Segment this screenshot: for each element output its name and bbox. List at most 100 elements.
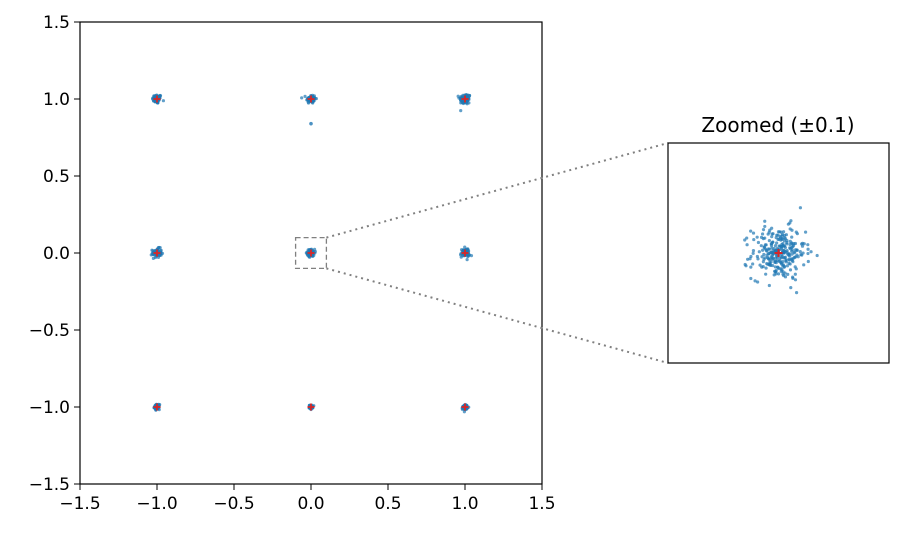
zoom-sample-point: [777, 259, 781, 263]
y-tick-label: 0.5: [43, 167, 70, 187]
zoom-sample-point: [789, 219, 793, 223]
zoom-sample-point: [770, 235, 774, 239]
x-tick-label: −1.5: [59, 494, 100, 514]
zoom-sample-point: [798, 249, 802, 254]
zoom-sample-point: [806, 247, 810, 251]
zoom-sample-point: [783, 245, 788, 250]
zoom-sample-point: [755, 254, 759, 259]
zoom-sample-point: [767, 239, 771, 243]
zoom-sample-point: [765, 253, 769, 257]
zoom-sample-point: [792, 256, 796, 260]
zoom-sample-point: [775, 241, 779, 245]
zoom-sample-point: [763, 224, 767, 229]
x-tick-label: 1.0: [451, 494, 478, 514]
zoom-sample-point: [745, 243, 749, 247]
sample-point: [313, 249, 317, 254]
main-scatter-plot: −1.5−1.5 −1.0 −1.0 −0.5 −0.5 0.0 0.0 0.5 0.5 1.0 1…: [29, 13, 669, 514]
sample-point: [463, 245, 467, 249]
zoom-sample-point: [798, 206, 803, 210]
zoom-sample-point: [768, 263, 772, 267]
zoom-sample-point: [791, 275, 795, 279]
zoom-sample-point: [776, 265, 780, 270]
zoom-sample-point: [756, 280, 760, 284]
zoom-sample-point: [790, 248, 794, 252]
zoom-sample-point: [753, 279, 757, 283]
sample-point: [300, 96, 304, 100]
y-tick-label: 1.5: [43, 13, 70, 33]
zoom-sample-point: [752, 237, 756, 242]
zoom-sample-point: [779, 269, 783, 273]
zoom-sample-point: [770, 257, 775, 261]
x-tick-label: 1.5: [528, 494, 555, 514]
zoom-sample-point: [760, 265, 764, 269]
sample-point: [153, 94, 157, 98]
zoom-sample-point: [787, 252, 791, 256]
zoom-sample-point: [770, 246, 774, 250]
zoom-sample-point: [771, 252, 775, 256]
zoom-sample-point: [749, 229, 753, 233]
zoom-sample-point: [764, 272, 768, 276]
zoom-sample-point: [764, 248, 768, 252]
zoom-sample-point: [787, 258, 792, 262]
y-tick-label: 1.0: [43, 90, 70, 110]
sample-point: [158, 246, 162, 250]
zoom-sample-point: [783, 275, 788, 279]
zoom-sample-point: [773, 265, 777, 269]
zoom-sample-point: [774, 261, 778, 265]
zoom-sample-point: [771, 263, 775, 268]
sample-point: [311, 254, 315, 259]
zoom-sample-point: [769, 242, 773, 246]
x-tick-label: 0.0: [297, 494, 324, 514]
zoom-inset-plot: Zoomed (±0.1): [667, 113, 890, 364]
zoom-sample-point: [759, 235, 764, 239]
zoom-sample-point: [789, 286, 793, 290]
zoom-sample-point: [802, 263, 806, 267]
zoom-sample-point: [778, 256, 782, 260]
zoom-sample-point: [781, 272, 785, 276]
zoom-connector-bottom: [326, 267, 669, 364]
zoom-sample-point: [773, 244, 778, 248]
zoom-sample-point: [746, 257, 750, 261]
zoom-sample-point: [802, 242, 806, 246]
zoom-sample-point: [767, 247, 771, 251]
zoom-sample-point: [788, 268, 793, 272]
sample-point: [150, 97, 155, 101]
zoom-sample-point: [762, 257, 766, 261]
zoom-sample-point: [793, 272, 797, 276]
zoom-sample-point: [785, 264, 789, 268]
zoom-sample-point: [788, 246, 792, 250]
zoom-sample-point: [768, 257, 772, 261]
zoom-sample-point: [748, 257, 752, 261]
zoom-sample-point: [773, 249, 777, 253]
zoom-sample-point: [790, 235, 794, 239]
zoom-sample-point: [751, 251, 755, 255]
zoom-sample-point: [796, 255, 800, 259]
zoom-sample-point: [779, 238, 783, 242]
outlier-point: [309, 121, 313, 126]
zoom-sample-point: [790, 252, 794, 256]
zoom-sample-point: [768, 260, 772, 265]
zoom-sample-point: [806, 243, 810, 247]
sample-point: [459, 109, 463, 113]
zoom-inset-title: Zoomed (±0.1): [701, 113, 854, 137]
x-tick-label: −1.0: [136, 494, 177, 514]
zoom-sample-point: [764, 266, 768, 270]
zoom-sample-point: [756, 240, 761, 245]
zoom-sample-point: [767, 283, 771, 288]
zoom-sample-point: [762, 245, 766, 250]
zoom-sample-point: [795, 248, 799, 252]
zoom-sample-point: [785, 242, 789, 246]
sample-point: [159, 249, 163, 253]
zoom-sample-point: [784, 258, 788, 263]
zoom-sample-point: [765, 261, 769, 266]
zoom-sample-point: [751, 262, 755, 266]
y-tick-label: −0.5: [29, 321, 70, 341]
zoom-sample-point: [806, 251, 810, 256]
zoom-sample-point: [815, 253, 819, 258]
zoom-sample-point: [787, 261, 791, 265]
sample-point: [161, 99, 166, 103]
zoom-sample-point: [809, 250, 813, 254]
zoom-sample-point: [793, 278, 798, 282]
